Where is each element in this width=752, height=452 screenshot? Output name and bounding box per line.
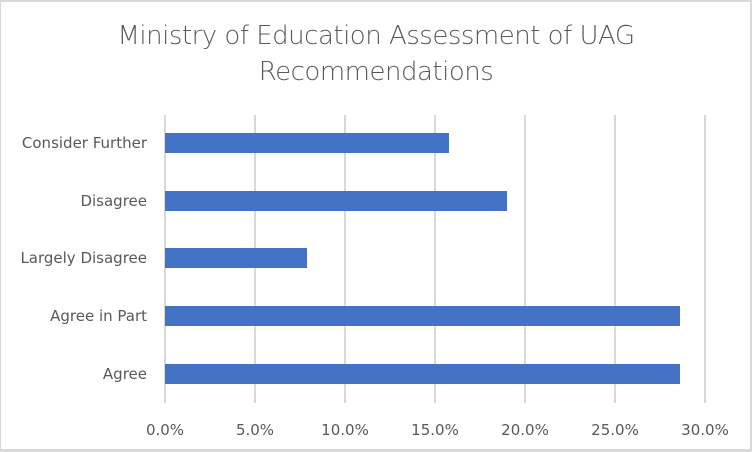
- gridline: [614, 115, 616, 403]
- bar: [165, 248, 307, 268]
- x-tick-label: 15.0%: [411, 421, 459, 439]
- bar: [165, 191, 507, 211]
- x-tick-label: 5.0%: [235, 421, 275, 439]
- category-label: Consider Further: [21, 134, 147, 152]
- category-label: Agree: [102, 365, 147, 383]
- bar: [165, 364, 680, 384]
- gridline: [524, 115, 526, 403]
- x-tick-label: 30.0%: [681, 421, 729, 439]
- gridline: [344, 115, 346, 403]
- x-tick-label: 20.0%: [501, 421, 549, 439]
- x-tick-label: 10.0%: [321, 421, 369, 439]
- x-tick-label: 0.0%: [145, 421, 185, 439]
- chart-title: Ministry of Education Assessment of UAG …: [0, 18, 752, 90]
- chart-title-line-1: Ministry of Education Assessment of UAG: [117, 21, 635, 51]
- bar: [165, 306, 680, 326]
- gridline: [704, 115, 706, 403]
- x-tick-label: 25.0%: [591, 421, 639, 439]
- gridline: [434, 115, 436, 403]
- category-label: Largely Disagree: [20, 249, 147, 267]
- category-label: Agree in Part: [50, 307, 147, 325]
- bar: [165, 133, 449, 153]
- category-label: Disagree: [80, 192, 147, 210]
- chart-title-line-2: Recommendations: [258, 57, 494, 87]
